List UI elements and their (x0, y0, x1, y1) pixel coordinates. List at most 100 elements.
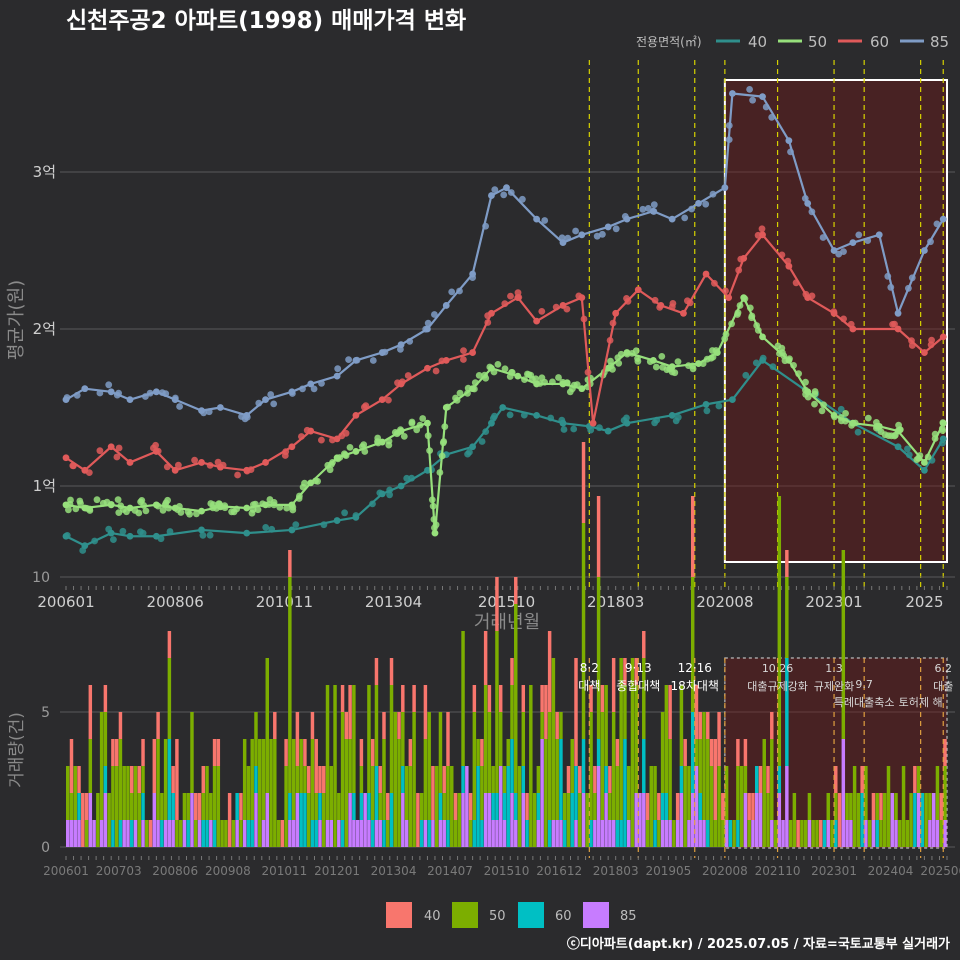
volume-bar-40 (593, 766, 597, 793)
price-point-60 (651, 296, 659, 304)
volume-x-tick-label: 202506 (920, 864, 960, 878)
volume-bar-60 (352, 793, 356, 820)
volume-bar-50 (99, 712, 104, 820)
volume-bar-50 (348, 739, 352, 793)
price-point-40 (668, 411, 676, 419)
price-point-60 (81, 466, 89, 474)
price-point-60 (198, 459, 205, 466)
price-point-85 (262, 396, 269, 404)
volume-bar-85 (608, 820, 612, 847)
price-point-50 (501, 365, 509, 373)
volume-bar-85 (254, 793, 258, 847)
volume-bar-50 (269, 739, 273, 847)
price-point-50 (634, 357, 642, 365)
volume-bar-60 (374, 766, 379, 820)
volume-x-tick-label: 201803 (593, 864, 639, 878)
price-y-ticks: 1억 2억 3억 (33, 163, 56, 495)
price-point-50 (811, 400, 818, 408)
price-point-40 (352, 514, 360, 521)
volume-y-axis-label: 거래량(건) (7, 712, 27, 788)
price-point-40 (378, 490, 386, 498)
price-point-50 (659, 364, 667, 371)
volume-bar-85 (596, 766, 601, 847)
volume-bar-40 (212, 739, 217, 766)
price-point-60 (830, 309, 838, 317)
price-point-60 (385, 396, 392, 404)
volume-bar-40 (103, 685, 108, 712)
price-point-50 (521, 376, 528, 383)
volume-bar-85 (826, 820, 830, 847)
volume-bar-60 (525, 820, 529, 847)
volume-bar-50 (687, 766, 691, 820)
volume-bar-40 (284, 739, 288, 766)
volume-bar-50 (374, 685, 379, 766)
price-point-50 (607, 357, 614, 365)
price-point-85 (927, 238, 934, 246)
volume-bar-40 (675, 793, 680, 820)
volume-bar-50 (894, 793, 898, 820)
price-point-50 (81, 504, 89, 512)
price-point-50 (570, 381, 578, 389)
volume-bar-50 (939, 820, 943, 847)
volume-bar-50 (103, 712, 108, 766)
price-point-40 (482, 428, 490, 435)
price-point-85 (702, 200, 710, 208)
volume-bar-40 (717, 712, 721, 766)
volume-bar-85 (352, 820, 356, 847)
price-point-50 (778, 344, 786, 352)
volume-bar-50 (453, 820, 458, 847)
volume-bar-85 (514, 820, 518, 847)
volume-bar-85 (593, 820, 597, 847)
volume-bar-85 (871, 820, 876, 847)
volume-bar-85 (894, 820, 898, 847)
price-point-85 (894, 309, 902, 317)
price-point-85 (267, 391, 275, 398)
top-legend-title: 전용면적(㎡) (636, 35, 702, 49)
price-point-85 (804, 200, 812, 207)
volume-bar-60 (736, 820, 740, 847)
volume-bar-50 (404, 766, 409, 820)
price-point-40 (570, 425, 578, 433)
price-point-50 (623, 349, 631, 356)
price-point-40 (424, 466, 431, 474)
price-point-85 (171, 396, 179, 404)
volume-bar-50 (690, 577, 695, 712)
volume-bar-60 (679, 766, 684, 793)
price-point-50 (830, 411, 838, 419)
price-point-50 (424, 432, 432, 440)
volume-bar-85 (690, 793, 695, 847)
volume-bar-40 (468, 793, 473, 820)
price-point-50 (216, 503, 224, 510)
volume-x-tick-label: 201011 (261, 864, 307, 878)
volume-bar-40 (578, 766, 582, 793)
volume-bar-85 (849, 820, 853, 847)
price-point-50 (695, 360, 702, 367)
volume-bar-40 (547, 631, 552, 712)
bottom-legend-label-40: 40 (424, 909, 441, 924)
volume-bar-85 (928, 820, 932, 847)
volume-bar-85 (359, 820, 364, 847)
price-point-50 (721, 335, 729, 343)
volume-bar-85 (754, 793, 759, 847)
price-point-50 (430, 516, 438, 523)
price-point-60 (307, 427, 315, 435)
volume-bar-50 (540, 712, 544, 739)
top-legend: 전용면적(㎡) 40 50 60 85 (636, 33, 949, 51)
price-point-40 (596, 424, 603, 432)
volume-bar-60 (167, 739, 172, 820)
volume-bar-50 (239, 820, 243, 847)
volume-bar-50 (322, 793, 326, 847)
price-point-85 (456, 287, 463, 295)
volume-bar-40 (600, 685, 605, 712)
price-series (62, 86, 947, 554)
volume-bar-50 (329, 766, 334, 820)
price-point-50 (440, 438, 448, 445)
price-point-50 (746, 304, 754, 312)
volume-bar-60 (495, 793, 499, 820)
volume-bar-40 (747, 793, 751, 820)
volume-bar-50 (788, 820, 793, 847)
volume-bar-85 (935, 820, 940, 847)
volume-bar-60 (160, 820, 164, 847)
volume-bar-60 (834, 820, 838, 847)
